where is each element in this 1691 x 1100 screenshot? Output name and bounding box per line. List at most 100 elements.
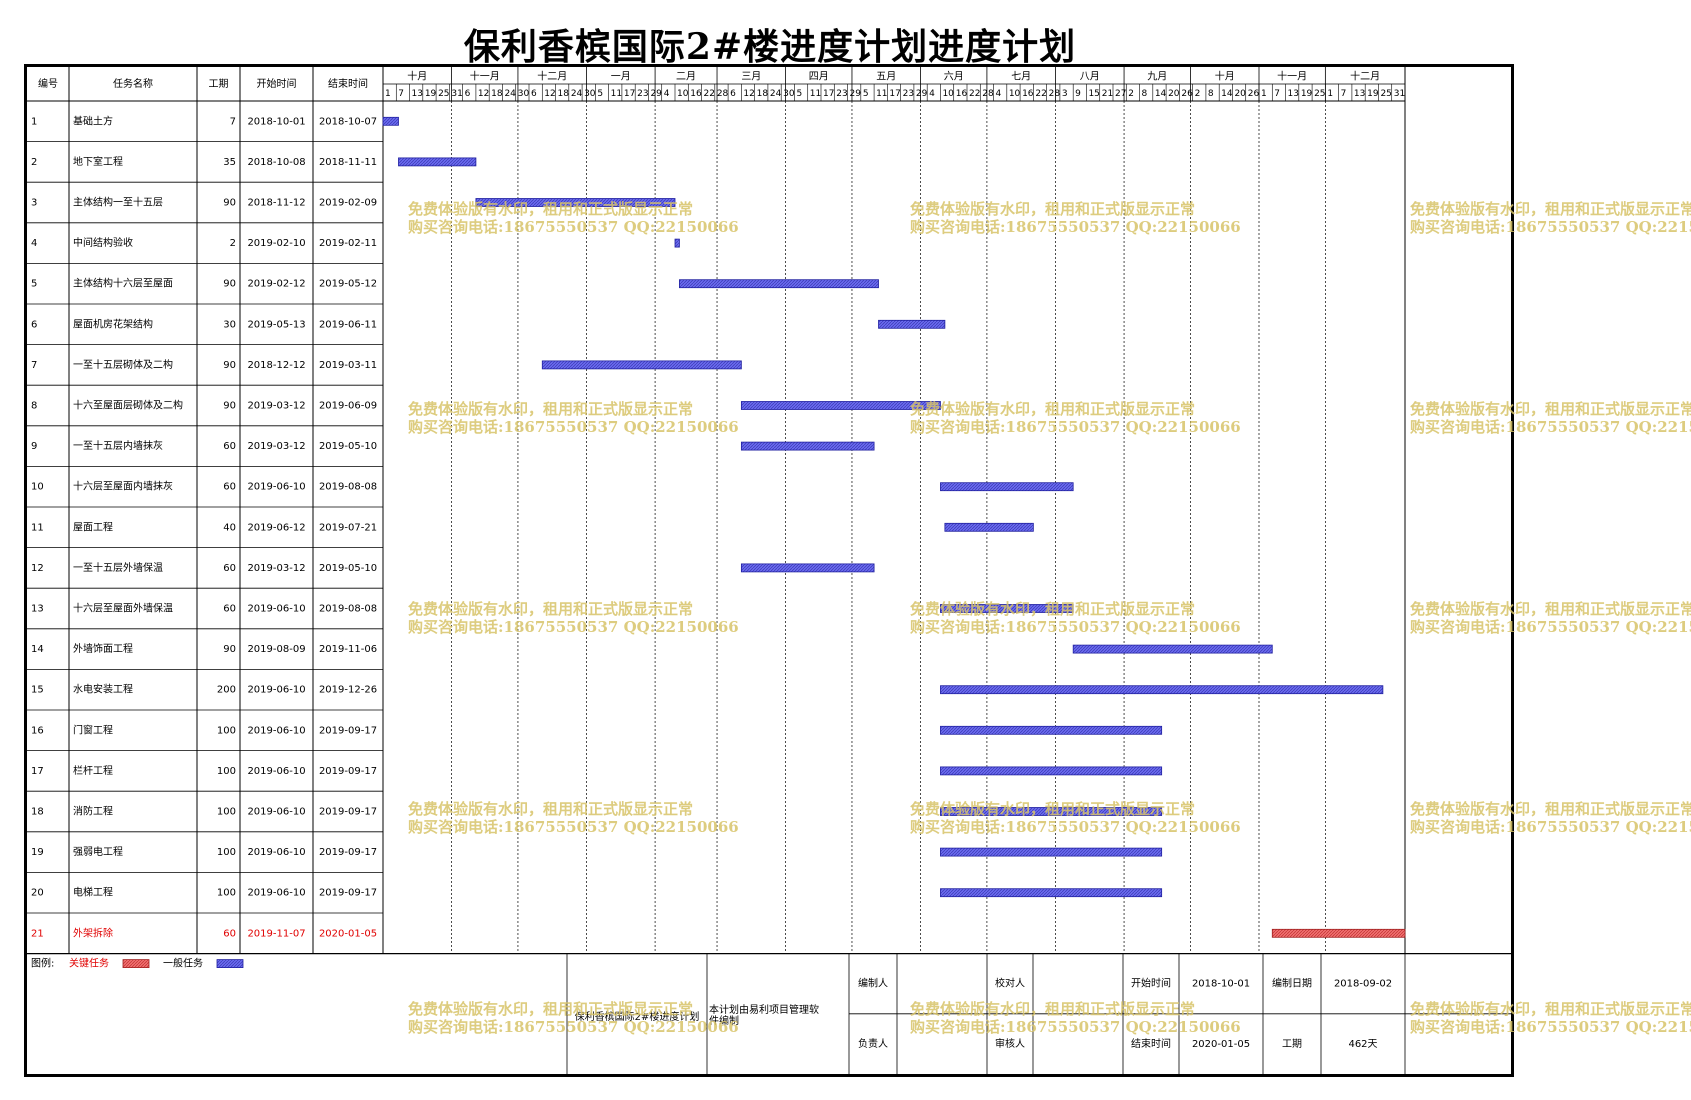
task-id: 12: [31, 563, 44, 574]
tick-label: 8: [1208, 89, 1214, 99]
task-name: 水电安装工程: [73, 683, 133, 696]
tick-label: 1: [1327, 89, 1333, 99]
task-start: 2019-06-10: [247, 766, 305, 777]
task-start: 2019-06-10: [247, 604, 305, 615]
tick-label: 30: [584, 89, 596, 99]
month-label: 十二月: [1350, 70, 1380, 83]
task-start: 2019-06-10: [247, 725, 305, 736]
tick-label: 2: [1128, 89, 1134, 99]
task-id: 18: [31, 807, 44, 818]
task-end: 2019-09-17: [319, 807, 377, 818]
gantt-bar: [940, 888, 1163, 898]
task-end: 2019-08-08: [319, 604, 377, 615]
task-name: 主体结构十六层至屋面: [73, 277, 173, 290]
tick-label: 9: [1075, 89, 1081, 99]
task-end: 2018-11-11: [319, 157, 377, 168]
task-duration: 40: [223, 522, 236, 533]
tick-label: 19: [1367, 89, 1379, 99]
task-end: 2019-09-17: [319, 888, 377, 899]
tick-label: 23: [836, 89, 847, 99]
month-label: 五月: [876, 71, 896, 83]
tick-label: 22: [969, 89, 980, 99]
task-end: 2019-05-10: [319, 441, 377, 452]
tick-label: 4: [929, 89, 935, 99]
gantt-bar: [1072, 644, 1273, 654]
task-id: 9: [31, 441, 37, 452]
task-name: 一至十五层外墙保温: [73, 561, 163, 574]
task-id: 11: [31, 522, 44, 533]
tick-label: 14: [1155, 89, 1167, 99]
tick-label: 30: [783, 89, 795, 99]
task-start: 2019-06-10: [247, 847, 305, 858]
tick-label: 17: [823, 89, 834, 99]
footer-date-label: 编制日期: [1272, 977, 1312, 990]
month-label: 一月: [611, 71, 631, 83]
task-name: 一至十五层内墙抹灰: [73, 439, 163, 452]
tick-label: 20: [1234, 89, 1246, 99]
task-id: 4: [31, 238, 37, 249]
task-start: 2019-06-10: [247, 888, 305, 899]
tick-label: 6: [531, 89, 537, 99]
tick-label: 19: [425, 89, 437, 99]
task-name: 主体结构一至十五层: [73, 196, 163, 209]
task-start: 2019-05-13: [247, 319, 305, 330]
task-id: 3: [31, 198, 37, 209]
footer-duration-value: 462天: [1348, 1039, 1377, 1050]
task-end: 2019-05-10: [319, 563, 377, 574]
gantt-bar: [740, 563, 875, 573]
task-id: 8: [31, 401, 37, 412]
tick-label: 5: [863, 89, 869, 99]
footer-start-value: 2018-10-01: [1192, 979, 1250, 990]
gantt-bar: [940, 766, 1163, 776]
task-name: 强弱电工程: [73, 845, 123, 858]
gantt-bar: [740, 441, 875, 451]
tick-label: 17: [889, 89, 900, 99]
task-name: 基础土方: [73, 114, 113, 127]
tick-label: 10: [942, 89, 954, 99]
task-start: 2019-02-12: [247, 279, 305, 290]
footer-reviewer-label: 审核人: [995, 1037, 1025, 1050]
legend-critical-label: 关键任务: [69, 957, 109, 970]
task-duration: 60: [223, 482, 236, 493]
task-table: 编号 任务名称 工期 开始时间 结束时间 1 基础土方 7 2018-10-01 2018-10-…: [27, 67, 1406, 954]
task-name: 一至十五层砌体及二构: [73, 358, 173, 371]
task-name: 中间结构验收: [73, 236, 133, 249]
task-end: 2019-11-06: [319, 644, 377, 655]
task-duration: 35: [223, 157, 236, 168]
task-name: 消防工程: [73, 805, 113, 818]
gantt-bar: [940, 847, 1163, 857]
tick-label: 3: [1062, 89, 1068, 99]
tick-label: 30: [518, 89, 530, 99]
task-start: 2018-11-12: [247, 198, 305, 209]
footer-start-label: 开始时间: [1131, 977, 1171, 990]
task-duration: 90: [223, 198, 236, 209]
tick-label: 1: [1261, 89, 1267, 99]
task-end: 2019-12-26: [319, 685, 377, 696]
task-start: 2018-10-01: [247, 116, 305, 127]
task-id: 5: [31, 279, 37, 290]
tick-label: 27: [1115, 89, 1126, 99]
tick-label: 24: [571, 89, 583, 99]
month-label: 二月: [676, 71, 696, 83]
tick-label: 26: [1181, 89, 1193, 99]
month-label: 六月: [944, 71, 964, 83]
tick-label: 20: [1168, 89, 1180, 99]
month-label: 十月: [407, 70, 427, 83]
task-start: 2019-03-12: [247, 441, 305, 452]
task-id: 2: [31, 157, 37, 168]
task-start: 2019-11-07: [247, 928, 305, 939]
gantt-bars: [382, 116, 1406, 938]
column-header: 开始时间: [257, 77, 297, 90]
month-label: 三月: [741, 71, 761, 83]
task-name: 屋面工程: [73, 521, 113, 533]
task-end: 2019-06-11: [319, 319, 377, 330]
task-duration: 100: [217, 847, 236, 858]
tick-label: 29: [850, 89, 862, 99]
task-id: 14: [31, 644, 44, 655]
task-end: 2018-10-07: [319, 116, 377, 127]
month-label: 四月: [809, 71, 829, 83]
tick-label: 31: [451, 89, 462, 99]
tick-label: 6: [465, 89, 471, 99]
tick-label: 16: [690, 89, 702, 99]
